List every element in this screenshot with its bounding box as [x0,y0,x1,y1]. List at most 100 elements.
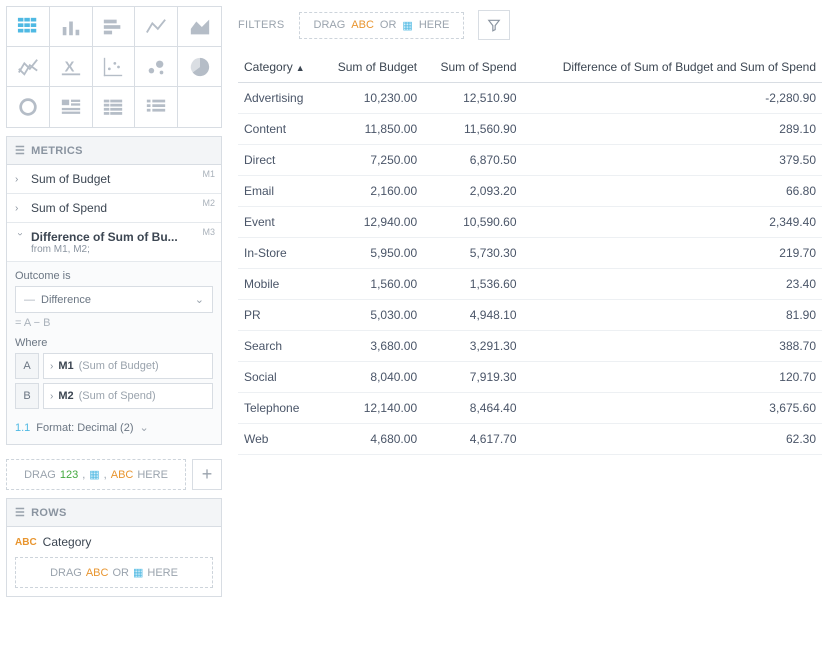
data-table: Category▲Sum of BudgetSum of SpendDiffer… [238,52,822,455]
value-cell: 12,510.90 [423,83,522,114]
table-row: Search3,680.003,291.30388.70 [238,331,822,362]
outcome-value: Difference [41,294,91,306]
value-cell: 23.40 [523,269,822,300]
calendar-icon: ▦ [89,468,99,481]
metric-config: Outcome is —Difference ⌄ = A − B Where A… [7,261,221,444]
format-select[interactable]: 1.1 Format: Decimal (2) ⌄ [15,413,213,436]
category-cell: Social [238,362,320,393]
chart-type-bubble[interactable] [135,47,178,87]
chart-type-scatter[interactable] [93,47,136,87]
chart-type-variance[interactable]: X [50,47,93,87]
category-cell: Mobile [238,269,320,300]
add-metric-button[interactable]: + [192,459,222,490]
chart-type-grid: X [6,6,222,128]
value-cell: 5,730.30 [423,238,522,269]
where-a-select[interactable]: › M1 (Sum of Budget) [43,353,213,379]
outcome-label: Outcome is [15,270,213,282]
chart-type-table-rows[interactable] [135,87,178,127]
value-cell: -2,280.90 [523,83,822,114]
outcome-select[interactable]: —Difference ⌄ [15,286,213,313]
column-header[interactable]: Sum of Spend [423,52,522,83]
metric-m2[interactable]: › Sum of Spend M2 [7,194,221,223]
chart-type-blank[interactable] [178,87,221,127]
category-cell: PR [238,300,320,331]
where-a-desc: (Sum of Budget) [79,360,159,372]
metrics-header: ☰ METRICS [7,137,221,165]
value-cell: 2,160.00 [320,176,423,207]
value-cell: 1,560.00 [320,269,423,300]
value-cell: 8,464.40 [423,393,522,424]
chart-type-combo[interactable] [7,47,50,87]
value-cell: 5,950.00 [320,238,423,269]
metrics-drag-area: DRAG 123, ▦, ABC HERE + [6,459,222,490]
chart-type-line[interactable] [135,7,178,47]
column-header[interactable]: Difference of Sum of Budget and Sum of S… [523,52,822,83]
category-cell: Web [238,424,320,455]
where-a-metric: M1 [58,360,73,372]
rows-panel: ☰ ROWS ABC Category DRAG ABC OR ▦ HERE [6,498,222,597]
value-cell: 4,617.70 [423,424,522,455]
value-cell: 120.70 [523,362,822,393]
value-cell: 66.80 [523,176,822,207]
chart-type-pie[interactable] [178,47,221,87]
number-icon: 123 [60,469,78,481]
where-b-metric: M2 [58,390,73,402]
filters-row: FILTERS DRAG ABC OR ▦ HERE [238,6,822,52]
table-row: Advertising10,230.0012,510.90-2,280.90 [238,83,822,114]
chart-type-table-card[interactable] [50,87,93,127]
column-header[interactable]: Category▲ [238,52,320,83]
value-cell: 4,948.10 [423,300,522,331]
metric-m1[interactable]: › Sum of Budget M1 [7,165,221,194]
chevron-right-icon: › [15,203,25,214]
column-header[interactable]: Sum of Budget [320,52,423,83]
value-cell: 7,250.00 [320,145,423,176]
metrics-title: METRICS [31,145,83,157]
category-cell: Email [238,176,320,207]
table-row: Telephone12,140.008,464.403,675.60 [238,393,822,424]
table-row: Email2,160.002,093.2066.80 [238,176,822,207]
value-cell: 10,230.00 [320,83,423,114]
row-item-category[interactable]: ABC Category [15,535,213,549]
chevron-right-icon: › [50,361,53,372]
category-cell: Direct [238,145,320,176]
format-label: Format: Decimal (2) [36,422,133,434]
calendar-icon: ▦ [402,19,412,32]
value-cell: 11,850.00 [320,114,423,145]
chart-type-pivot[interactable] [7,7,50,47]
rows-dropzone[interactable]: DRAG ABC OR ▦ HERE [15,557,213,588]
decimal-icon: 1.1 [15,422,30,434]
category-cell: Event [238,207,320,238]
chevron-down-icon: › [15,232,26,242]
table-row: Mobile1,560.001,536.6023.40 [238,269,822,300]
value-cell: 2,093.20 [423,176,522,207]
where-b-chip: B [15,383,39,409]
value-cell: 379.50 [523,145,822,176]
value-cell: 5,030.00 [320,300,423,331]
chart-type-column[interactable] [50,7,93,47]
funnel-icon [487,18,501,32]
chart-type-donut[interactable] [7,87,50,127]
table-row: Social8,040.007,919.30120.70 [238,362,822,393]
value-cell: 219.70 [523,238,822,269]
value-cell: 289.10 [523,114,822,145]
metrics-icon: ☰ [15,144,25,157]
value-cell: 6,870.50 [423,145,522,176]
rows-icon: ☰ [15,506,25,519]
table-row: Direct7,250.006,870.50379.50 [238,145,822,176]
sort-asc-icon: ▲ [296,63,305,73]
metrics-panel: ☰ METRICS › Sum of Budget M1 › Sum of Sp… [6,136,222,445]
metrics-dropzone[interactable]: DRAG 123, ▦, ABC HERE [6,459,186,490]
metric-label: Difference of Sum of Bu... [31,230,213,244]
where-b-select[interactable]: › M2 (Sum of Spend) [43,383,213,409]
filters-dropzone[interactable]: DRAG ABC OR ▦ HERE [299,12,465,39]
filter-button[interactable] [478,10,510,40]
chart-type-bar[interactable] [93,7,136,47]
chart-type-table-grid[interactable] [93,87,136,127]
category-cell: Search [238,331,320,362]
chevron-right-icon: › [15,174,25,185]
chart-type-area[interactable] [178,7,221,47]
where-a-chip: A [15,353,39,379]
svg-text:X: X [64,59,74,75]
metric-m3[interactable]: › Difference of Sum of Bu... M3 [7,223,221,246]
metric-tag: M1 [202,169,215,179]
